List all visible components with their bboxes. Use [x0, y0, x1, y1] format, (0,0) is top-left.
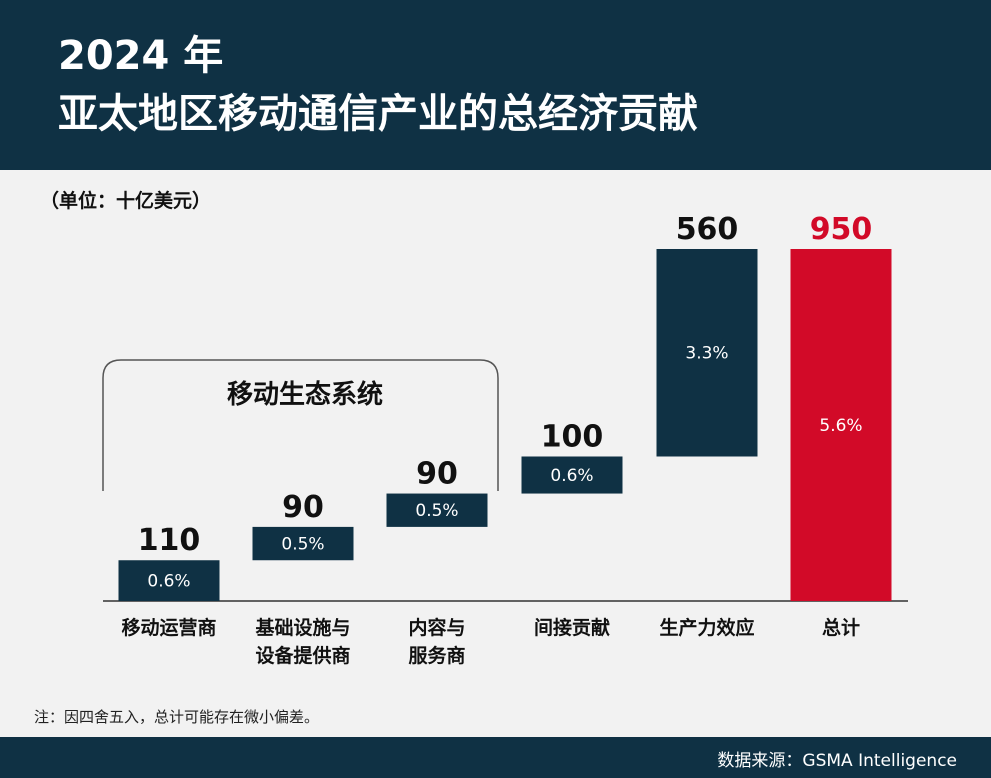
- percent-label: 0.6%: [147, 572, 190, 592]
- value-label: 100: [541, 419, 604, 454]
- category-label: 移动运营商: [121, 616, 216, 639]
- bar: [656, 249, 758, 457]
- value-label: 90: [282, 490, 324, 525]
- bar: [252, 526, 354, 561]
- percent-label: 3.3%: [685, 344, 728, 364]
- footnote: 注：因四舍五入，总计可能存在微小偏差。: [34, 708, 320, 726]
- category-label: 设备提供商: [255, 644, 350, 667]
- bar: [386, 493, 488, 527]
- bar: [790, 249, 892, 601]
- source-text: 数据来源：GSMA Intelligence: [717, 751, 957, 771]
- unit-label: （单位：十亿美元）: [40, 190, 212, 212]
- value-label: 560: [676, 212, 739, 247]
- percent-label: 0.5%: [281, 535, 324, 555]
- group-label: 移动生态系统: [227, 379, 383, 410]
- chart-title-line2: 亚太地区移动通信产业的总经济贡献: [58, 91, 698, 137]
- percent-label: 5.6%: [819, 416, 862, 436]
- percent-label: 0.5%: [415, 501, 458, 521]
- value-label: 110: [138, 523, 201, 558]
- category-label: 总计: [822, 616, 860, 639]
- chart-title-line1: 2024 年: [58, 33, 224, 79]
- value-label: 90: [416, 457, 458, 492]
- category-label: 基础设施与: [254, 616, 350, 639]
- bar: [118, 560, 220, 601]
- ecosystem-bracket: [102, 359, 499, 491]
- category-label: 服务商: [408, 644, 465, 667]
- category-label: 生产力效应: [659, 616, 754, 639]
- value-label: 950: [810, 212, 873, 247]
- source-footer: 数据来源：GSMA Intelligence: [0, 737, 991, 778]
- percent-label: 0.6%: [550, 466, 593, 486]
- category-label: 内容与: [408, 616, 465, 639]
- title-banner: 2024 年 亚太地区移动通信产业的总经济贡献: [0, 0, 991, 170]
- bar: [521, 456, 623, 494]
- category-label: 间接贡献: [534, 617, 610, 639]
